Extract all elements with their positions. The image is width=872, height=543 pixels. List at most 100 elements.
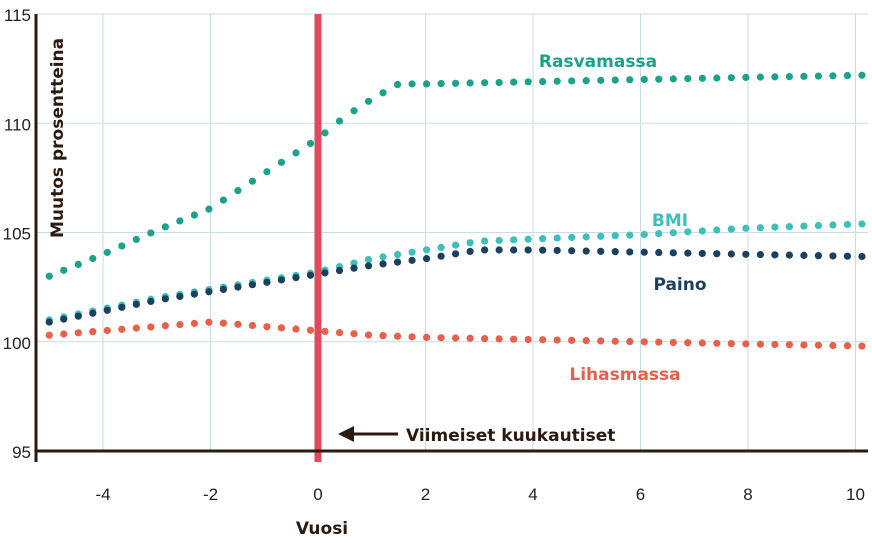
data-point — [727, 339, 735, 348]
data-point — [219, 319, 227, 327]
data-point — [379, 89, 387, 97]
data-point — [147, 323, 155, 331]
data-point — [481, 334, 489, 343]
data-point — [234, 187, 242, 195]
data-point — [335, 266, 344, 275]
data-point — [510, 236, 518, 244]
data-point — [234, 283, 242, 291]
data-point — [626, 337, 634, 346]
data-point — [684, 74, 692, 83]
data-point — [393, 250, 402, 259]
data-point — [248, 177, 257, 185]
data-point — [147, 229, 155, 237]
data-point — [568, 77, 576, 85]
data-point — [45, 318, 53, 326]
data-point — [335, 117, 344, 125]
x-axis-label: Vuosi — [296, 519, 348, 539]
data-point — [713, 339, 721, 347]
data-point — [858, 220, 866, 228]
data-point — [379, 253, 387, 261]
data-point — [582, 77, 590, 85]
data-point — [321, 129, 329, 137]
data-point — [655, 338, 663, 346]
data-point — [553, 234, 561, 242]
data-point — [539, 77, 547, 86]
data-point — [74, 260, 82, 269]
data-point — [829, 341, 837, 350]
series-paino — [45, 246, 866, 326]
data-point — [843, 342, 852, 350]
data-point — [393, 258, 402, 266]
x-tick-label: 6 — [636, 485, 645, 504]
data-point — [263, 323, 271, 331]
data-point — [698, 339, 706, 347]
data-point — [713, 74, 721, 82]
data-point — [495, 78, 503, 87]
data-point — [611, 232, 619, 240]
data-point — [292, 325, 300, 333]
data-point — [103, 326, 111, 335]
data-point — [103, 248, 111, 257]
data-point — [553, 77, 561, 85]
data-point — [582, 233, 590, 241]
data-point — [524, 335, 532, 344]
data-point — [118, 325, 126, 333]
data-point — [800, 222, 808, 230]
data-point — [422, 333, 431, 342]
data-point — [568, 247, 576, 255]
data-point — [829, 72, 837, 80]
data-point — [132, 324, 140, 332]
data-point — [843, 220, 852, 229]
data-point — [306, 271, 315, 279]
data-point — [829, 221, 837, 229]
data-point — [263, 168, 271, 176]
y-tick-label: 110 — [4, 115, 31, 134]
data-point — [103, 306, 111, 314]
data-point — [118, 242, 126, 250]
data-point — [60, 315, 68, 323]
data-point — [698, 227, 706, 235]
data-point — [698, 74, 706, 82]
y-tick-label: 105 — [3, 225, 31, 244]
data-point — [684, 339, 692, 347]
data-point — [466, 247, 474, 256]
data-point — [510, 78, 518, 86]
data-point — [277, 276, 286, 284]
data-point — [582, 337, 590, 345]
data-point — [858, 342, 866, 350]
x-tick-label: 2 — [421, 485, 430, 504]
x-tick-label: 4 — [528, 485, 537, 504]
data-point — [190, 319, 198, 327]
axes: 95 100 105 110 115 -4 -2 0 2 4 6 8 10 — [3, 6, 868, 504]
data-point — [756, 340, 764, 348]
data-point — [364, 331, 373, 339]
series-labels: Rasvamassa BMI Paino Lihasmassa — [539, 52, 707, 385]
arrow-head-icon — [338, 426, 354, 442]
data-point — [234, 320, 242, 328]
series-bmi — [45, 220, 866, 324]
data-point — [785, 341, 793, 349]
data-point — [495, 335, 503, 343]
y-tick-label: 95 — [12, 443, 31, 462]
data-point — [422, 80, 431, 88]
data-point — [858, 252, 866, 261]
data-point — [89, 254, 97, 263]
data-point — [74, 329, 82, 337]
data-point — [568, 336, 576, 344]
data-point — [553, 246, 561, 255]
data-point — [45, 331, 53, 339]
data-point — [800, 341, 808, 349]
data-point — [60, 266, 68, 274]
data-point — [655, 229, 663, 238]
data-point — [843, 71, 852, 80]
data-point — [611, 76, 619, 84]
data-point — [640, 248, 648, 256]
data-point — [132, 300, 140, 308]
annotation: Viimeiset kuukautiset — [338, 426, 615, 446]
data-point — [539, 235, 547, 243]
data-point — [524, 235, 532, 243]
data-point — [742, 340, 750, 348]
data-point — [350, 107, 358, 115]
data-point — [713, 226, 721, 234]
